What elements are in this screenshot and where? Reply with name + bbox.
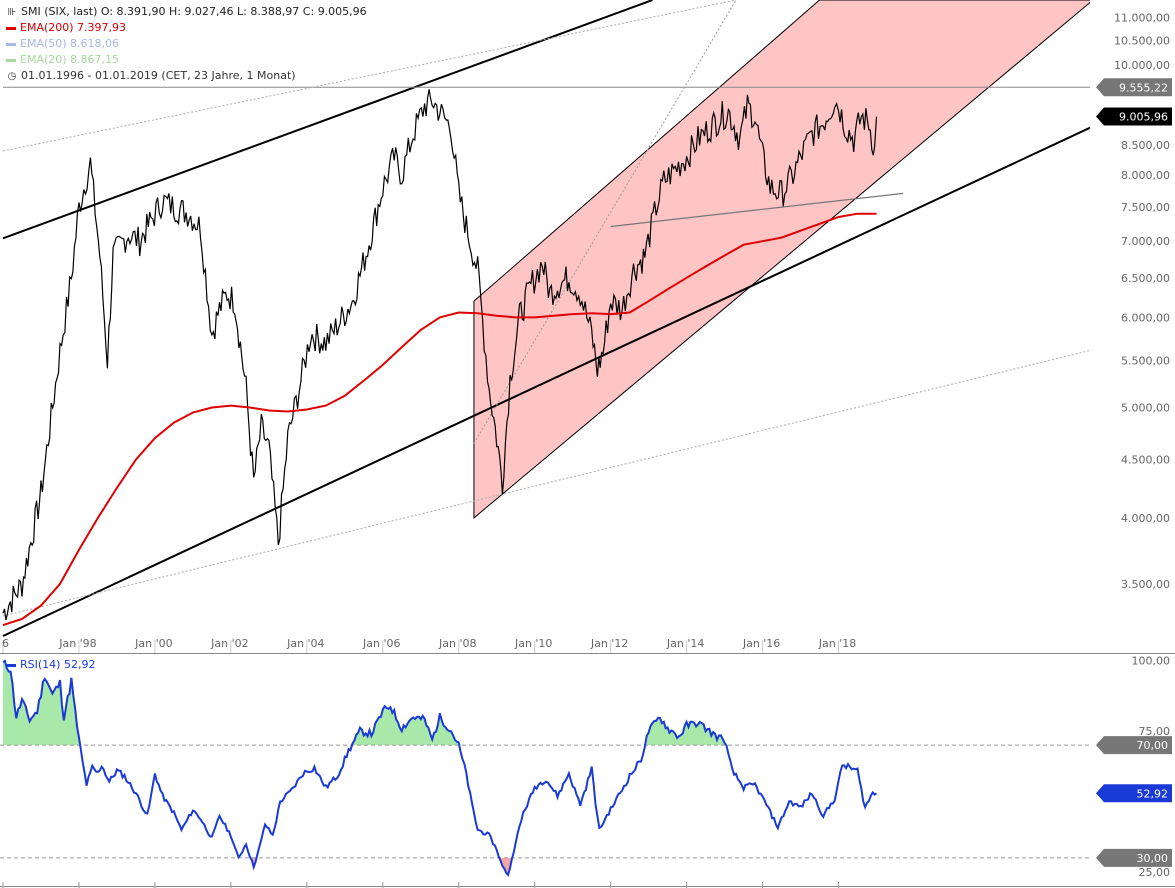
channel-midline xyxy=(473,0,737,444)
support-line xyxy=(610,192,904,228)
x-tick-label: Jan '98 xyxy=(58,637,96,650)
date-range: ◷ 01.01.1996 - 01.01.2019 (CET, 23 Jahre,… xyxy=(6,69,296,84)
y-tick-label: 7.500,00 xyxy=(1121,201,1170,214)
price-tag-box xyxy=(1096,78,1172,97)
price-tag-box xyxy=(1096,107,1172,126)
rsi-overbought-fill xyxy=(646,717,725,746)
y-tick-label: 8.000,00 xyxy=(1121,169,1170,182)
y-tick-label: 6.500,00 xyxy=(1121,272,1170,285)
ema50-swatch xyxy=(6,42,16,46)
rsi-axes: 100,00 75,00 25,00 xyxy=(2,655,1171,888)
rsi-tag-box xyxy=(1096,784,1172,803)
y-tick-label: 5.000,00 xyxy=(1121,402,1170,415)
dotted-lower xyxy=(2,349,1090,617)
ema200-line xyxy=(2,212,877,627)
x-tick-label: Jan '12 xyxy=(590,637,628,650)
x-tick-label: Jan '08 xyxy=(438,637,476,650)
rsi-y-tick-label: 100,00 xyxy=(1132,655,1171,668)
date-range-text: 01.01.1996 - 01.01.2019 (CET, 23 Jahre, … xyxy=(21,69,296,82)
candlestick-icon: ⊪ xyxy=(7,7,17,18)
y-tick-label: 7.000,00 xyxy=(1121,235,1170,248)
legend-ema20[interactable]: EMA(20) 8.867,15 xyxy=(6,53,119,67)
symbol-header: ⊪ SMI (SIX, last) O: 8.391,90 H: 9.027,46… xyxy=(6,5,367,20)
lower-trendline xyxy=(2,126,1090,637)
rsi-y-tick-label: 25,00 xyxy=(1139,866,1171,879)
ema50-label: EMA(50) 8.618,06 xyxy=(20,37,120,50)
legend-ema200[interactable]: EMA(200) 7.397,93 xyxy=(6,21,126,35)
rsi-tag-box xyxy=(1096,848,1172,867)
rsi-legend[interactable]: RSI(14) 52,92 xyxy=(6,658,95,671)
price-tag-label: 9.005,96 xyxy=(1119,111,1168,124)
x-tick-label: Jan '16 xyxy=(742,637,780,650)
ohlc-text: SMI (SIX, last) O: 8.391,90 H: 9.027,46 … xyxy=(21,5,367,18)
x-tick-label: Jan '10 xyxy=(514,637,552,650)
smi-price-line xyxy=(2,89,878,621)
x-tick-label: Jan '18 xyxy=(818,637,856,650)
ema200-label: EMA(200) 7.397,93 xyxy=(20,21,127,34)
rsi-overbought-fill xyxy=(352,706,459,746)
rsi-tag-label: 70,00 xyxy=(1137,739,1169,752)
y-tick-label: 10.500,00 xyxy=(1114,35,1170,48)
legend-ema50[interactable]: EMA(50) 8.618,06 xyxy=(6,37,119,51)
x-tick-label: 6 xyxy=(2,637,9,650)
y-tick-label: 5.500,00 xyxy=(1121,354,1170,367)
clock-icon: ◷ xyxy=(7,71,17,82)
trend-channel xyxy=(473,0,1090,519)
rsi-label: RSI(14) 52,92 xyxy=(20,658,96,671)
x-tick-label: Jan '02 xyxy=(210,637,248,650)
x-tick-label: Jan '06 xyxy=(362,637,400,650)
y-tick-label: 4.500,00 xyxy=(1121,454,1170,467)
x-tick-label: Jan '14 xyxy=(666,637,704,650)
y-tick-label: 3.500,00 xyxy=(1121,578,1170,591)
y-tick-label: 11.000,00 xyxy=(1114,12,1170,25)
rsi-tag-label: 52,92 xyxy=(1137,787,1169,800)
price-tag-label: 9.555,22 xyxy=(1119,81,1168,94)
price-plot-area[interactable] xyxy=(2,0,1093,637)
y-tick-label: 8.500,00 xyxy=(1121,139,1170,152)
y-tick-label: 10.000,00 xyxy=(1114,59,1170,72)
rsi-line xyxy=(2,659,878,877)
rsi-y-tick-label: 75,00 xyxy=(1139,725,1171,738)
y-tick-label: 6.000,00 xyxy=(1121,311,1170,324)
rsi-tag-label: 30,00 xyxy=(1137,852,1169,865)
ema20-label: EMA(20) 8.867,15 xyxy=(20,53,120,66)
rsi-plot-area[interactable] xyxy=(0,659,1090,877)
rsi-swatch xyxy=(6,663,16,667)
x-tick-label: Jan '04 xyxy=(286,637,324,650)
dotted-upper xyxy=(2,0,737,152)
x-tick-label: Jan '00 xyxy=(134,637,172,650)
price-tags: 9.555,22 9.005,96 70,00 52,92 30,00 xyxy=(1096,78,1172,867)
upper-trendline xyxy=(2,0,653,240)
y-tick-label: 4.000,00 xyxy=(1121,512,1170,525)
ema20-swatch xyxy=(6,58,16,62)
ema200-swatch xyxy=(6,26,16,30)
rsi-tag-box xyxy=(1096,736,1172,755)
